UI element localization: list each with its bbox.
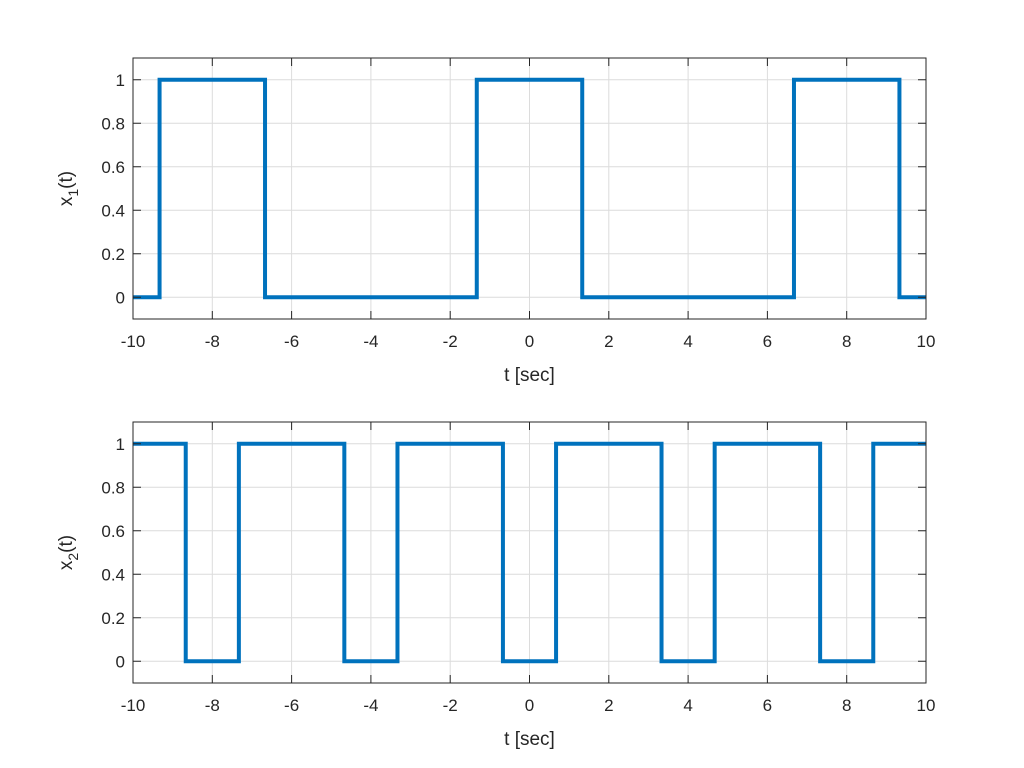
x1-xtick-label: 2: [604, 332, 613, 351]
x1-xtick-label: 8: [842, 332, 851, 351]
x1-signal-layer: [133, 77, 926, 300]
x2-xtick-label: 6: [763, 696, 772, 715]
x2-ticks: -10 -8 -6 -4 -2 0 2 4 6 8 10 0 0.2 0.4 0.6 0.8 1: [101, 422, 935, 715]
x1-ytick-label: 0.4: [101, 201, 125, 220]
x1-xtick-label: -4: [363, 332, 378, 351]
x2-xtick-label: -10: [121, 696, 146, 715]
x2-ytick-label: 0.4: [101, 565, 125, 584]
x2-xtick-label: -2: [443, 696, 458, 715]
x1-ytick-label: 0.2: [101, 245, 125, 264]
x1-xtick-label: 0: [525, 332, 534, 351]
x1-ylabel: x1(t): [56, 171, 81, 206]
x1-xtick-label: -10: [121, 332, 146, 351]
x2-ytick-label: 1: [116, 435, 125, 454]
x2-ylabel: x2(t): [56, 535, 81, 570]
x1-ticks: -10 -8 -6 -4 -2 0 2 4 6 8 10 0 0.2 0.4 0.6 0.8 1: [101, 58, 935, 351]
x2-xtick-label: 0: [525, 696, 534, 715]
x2-xtick-label: -6: [284, 696, 299, 715]
x1-ytick-label: 0: [116, 288, 125, 307]
x1-xtick-label: 6: [763, 332, 772, 351]
x2-ytick-label: 0: [116, 652, 125, 671]
x2-xtick-label: 2: [604, 696, 613, 715]
x2-xlabel: t [sec]: [504, 729, 555, 750]
x1-xtick-label: -8: [205, 332, 220, 351]
x2-xtick-label: -8: [205, 696, 220, 715]
x1-xtick-label: 4: [683, 332, 692, 351]
x1-ytick-label: 0.6: [101, 158, 125, 177]
subplot-x2: -10 -8 -6 -4 -2 0 2 4 6 8 10 0 0.2 0.4 0.6 0.8 1 t [sec]…: [56, 421, 935, 750]
x2-xtick-label: 8: [842, 696, 851, 715]
x2-signal-layer: [133, 441, 926, 664]
x2-signal-line: [133, 441, 926, 664]
x1-xlabel: t [sec]: [504, 365, 555, 386]
x2-xtick-label: 4: [683, 696, 692, 715]
x2-xtick-label: 10: [917, 696, 936, 715]
x2-xtick-label: -4: [363, 696, 378, 715]
x1-xtick-label: 10: [917, 332, 936, 351]
x1-ytick-label: 1: [116, 71, 125, 90]
x1-xtick-label: -2: [443, 332, 458, 351]
x2-ytick-label: 0.8: [101, 478, 125, 497]
x2-ytick-label: 0.6: [101, 522, 125, 541]
x2-ytick-label: 0.2: [101, 609, 125, 628]
x1-signal-line: [133, 77, 926, 300]
x1-ytick-label: 0.8: [101, 114, 125, 133]
subplot-x1: -10 -8 -6 -4 -2 0 2 4 6 8 10 0 0.2 0.4 0.6 0.8 1 t [sec]…: [56, 57, 935, 386]
x1-xtick-label: -6: [284, 332, 299, 351]
